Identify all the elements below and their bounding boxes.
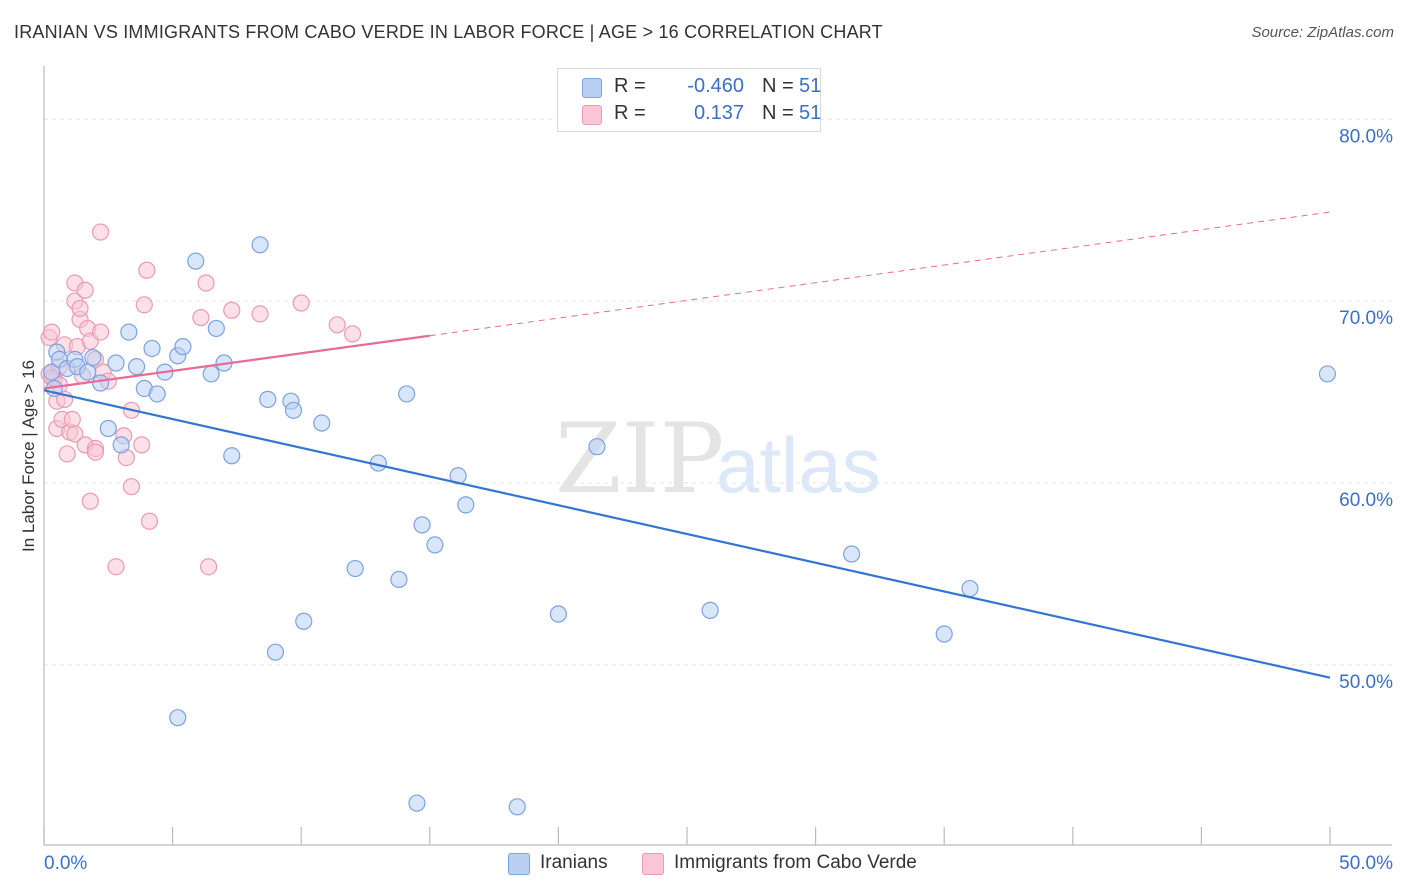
series-iranians-points xyxy=(43,236,1337,816)
legend-label-iranians: Iranians xyxy=(540,852,608,873)
data-point-iranians xyxy=(174,338,192,356)
legend-label-cabo-verde: Immigrants from Cabo Verde xyxy=(674,852,917,873)
data-point-iranians xyxy=(79,363,97,381)
data-point-iranians xyxy=(169,709,187,727)
data-point-iranians xyxy=(259,390,277,408)
data-point-iranians xyxy=(413,516,431,534)
data-point-iranians xyxy=(202,365,220,383)
y-tick-label: 70.0% xyxy=(1339,308,1393,329)
data-point-iranians xyxy=(84,348,102,367)
correlation-legend: R = -0.460 N = 51 R = 0.137 N = 51 xyxy=(557,68,821,132)
legend-swatch-blue xyxy=(582,78,602,98)
data-point-cabo-verde xyxy=(200,558,218,576)
legend-n-label: N = xyxy=(762,75,794,97)
data-point-iranians xyxy=(295,612,313,630)
legend-r-label: R = xyxy=(614,102,646,124)
y-axis-label: In Labor Force | Age > 16 xyxy=(19,360,38,552)
data-point-iranians xyxy=(588,438,606,456)
data-point-cabo-verde xyxy=(251,305,269,323)
data-point-iranians xyxy=(935,625,953,643)
data-point-cabo-verde xyxy=(135,296,153,314)
data-point-cabo-verde xyxy=(107,558,125,576)
data-point-iranians xyxy=(284,401,303,419)
trend-lines xyxy=(43,211,1331,679)
data-point-cabo-verde xyxy=(91,223,110,241)
data-point-cabo-verde xyxy=(66,425,84,443)
data-point-iranians xyxy=(313,414,331,432)
watermark: ZIP atlas xyxy=(555,403,881,515)
trend-line-iranians xyxy=(43,389,1331,679)
data-point-cabo-verde xyxy=(122,478,141,496)
data-point-iranians xyxy=(112,436,130,454)
y-tick-label: 60.0% xyxy=(1339,490,1393,511)
legend-swatch-pink xyxy=(582,105,602,125)
watermark-zip: ZIP xyxy=(555,403,724,515)
legend-r-label: R = xyxy=(614,75,646,97)
data-point-iranians xyxy=(457,496,475,514)
data-point-iranians xyxy=(207,319,225,338)
legend-r-value: 0.137 xyxy=(693,102,744,124)
data-point-iranians xyxy=(961,579,979,598)
data-point-cabo-verde xyxy=(138,261,156,279)
y-tick-label: 50.0% xyxy=(1339,672,1393,693)
data-point-cabo-verde xyxy=(58,445,76,463)
legend-n-value: 51 xyxy=(799,75,822,97)
data-point-iranians xyxy=(266,643,285,661)
legend-n-label: N = xyxy=(762,102,794,124)
data-point-iranians xyxy=(1318,365,1337,383)
data-point-cabo-verde xyxy=(71,299,89,318)
data-point-iranians xyxy=(107,354,125,372)
data-point-iranians xyxy=(99,419,117,438)
data-point-cabo-verde xyxy=(197,274,215,292)
data-point-cabo-verde xyxy=(63,410,81,428)
legend-swatch-pink xyxy=(642,853,664,875)
data-point-cabo-verde xyxy=(344,325,362,343)
chart-title: IRANIAN VS IMMIGRANTS FROM CABO VERDE IN… xyxy=(14,22,883,42)
data-point-iranians xyxy=(251,236,269,254)
trend-line-cabo-verde xyxy=(43,334,430,390)
gridlines xyxy=(44,118,1392,666)
data-point-iranians xyxy=(143,339,161,358)
data-point-iranians xyxy=(148,385,166,403)
data-point-iranians xyxy=(398,385,416,403)
data-point-iranians xyxy=(223,447,241,465)
data-point-iranians xyxy=(508,798,526,816)
data-point-iranians xyxy=(390,570,408,589)
data-point-iranians xyxy=(127,358,146,376)
data-point-iranians xyxy=(120,323,138,341)
data-point-cabo-verde xyxy=(133,436,151,454)
data-point-cabo-verde xyxy=(192,308,210,327)
data-point-iranians xyxy=(346,559,364,578)
data-point-iranians xyxy=(187,252,205,270)
data-point-cabo-verde xyxy=(140,512,159,530)
data-point-cabo-verde xyxy=(292,294,310,312)
axes xyxy=(43,66,1392,846)
data-point-cabo-verde xyxy=(328,316,346,334)
x-tick-label: 50.0% xyxy=(1339,853,1393,874)
data-point-cabo-verde xyxy=(43,323,61,341)
y-tick-label: 80.0% xyxy=(1339,126,1393,147)
tick-labels: 50.0% 60.0% 70.0% 80.0% 0.0% 50.0% xyxy=(44,126,1393,874)
data-point-cabo-verde xyxy=(86,443,105,461)
data-point-iranians xyxy=(408,794,426,812)
legend-n-value: 51 xyxy=(799,102,822,124)
data-point-iranians xyxy=(426,536,444,554)
watermark-atlas: atlas xyxy=(716,421,881,509)
data-point-iranians xyxy=(549,605,568,623)
data-point-iranians xyxy=(701,601,719,619)
data-point-cabo-verde xyxy=(91,323,110,341)
x-tick-label: 0.0% xyxy=(44,853,87,874)
data-point-cabo-verde xyxy=(76,281,94,299)
data-point-iranians xyxy=(91,374,110,392)
data-point-iranians xyxy=(843,545,861,563)
data-point-cabo-verde xyxy=(223,301,241,319)
trend-line-cabo-verde-extension xyxy=(429,211,1331,337)
legend-swatch-blue xyxy=(508,853,530,875)
legend-r-value: -0.460 xyxy=(687,75,744,97)
source-label: Source: ZipAtlas.com xyxy=(1251,24,1394,41)
data-point-cabo-verde xyxy=(81,492,99,510)
